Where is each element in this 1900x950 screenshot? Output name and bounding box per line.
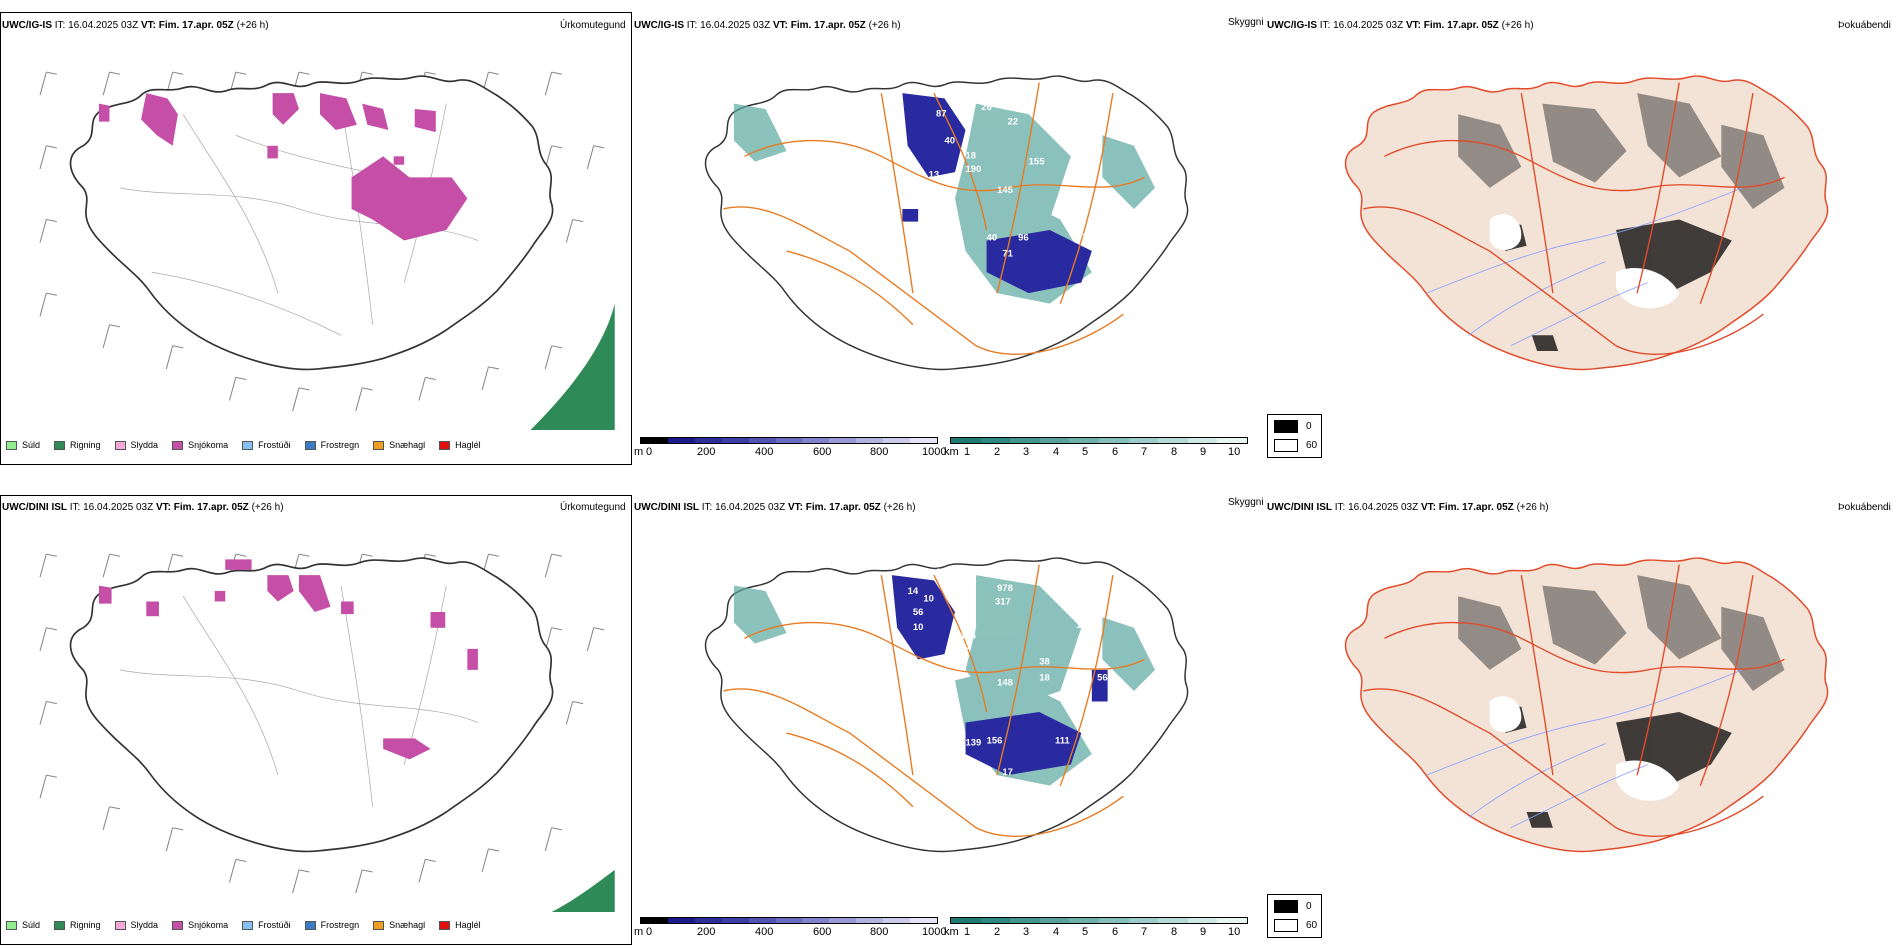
svg-text:56: 56 xyxy=(913,607,924,618)
panel-title-vis-1: UWC/DINI ISL IT: 16.04.2025 03Z VT: Fim.… xyxy=(634,502,916,513)
svg-text:97: 97 xyxy=(1076,233,1087,244)
fog-map-title-0: Þokuábendi xyxy=(1838,20,1891,31)
svg-text:305: 305 xyxy=(936,567,952,578)
fog-map-title-1: Þokuábendi xyxy=(1838,502,1891,513)
svg-text:148: 148 xyxy=(997,678,1013,689)
svg-text:190: 190 xyxy=(966,164,982,175)
legend-item-snow-pellets: Snæhagl xyxy=(373,440,425,450)
svg-text:148: 148 xyxy=(1066,583,1082,594)
panel-title-fog-1: UWC/DINI ISL IT: 16.04.2025 03Z VT: Fim.… xyxy=(1267,502,1549,513)
svg-text:13: 13 xyxy=(929,169,940,180)
legend-item-drizzle: Súld xyxy=(6,440,40,450)
svg-text:3: 3 xyxy=(966,641,971,652)
svg-text:13: 13 xyxy=(950,725,961,736)
visibility-ticks-0: km 1 2 3 4 5 6 7 8 9 10 xyxy=(944,446,1241,458)
svg-text:978: 978 xyxy=(997,583,1013,594)
ptype-map-title-0: Úrkomutegund xyxy=(560,20,626,31)
ptype-panel-1 xyxy=(0,495,632,945)
vis-map-0: 87 132 26 40 18 190 13 180 22 155 145 17… xyxy=(704,75,1189,371)
svg-text:96: 96 xyxy=(1018,233,1029,244)
svg-text:10: 10 xyxy=(923,593,934,604)
snow-areas xyxy=(98,93,468,241)
ptype-legend-0: Súld Rigning Slydda Snjókoma Frostúði Fr… xyxy=(6,440,495,450)
panel-title-vis-0: UWC/IG-IS IT: 16.04.2025 03Z VT: Fim. 17… xyxy=(634,20,901,31)
svg-text:87: 87 xyxy=(936,108,947,119)
panel-title-fog-0: UWC/IG-IS IT: 16.04.2025 03Z VT: Fim. 17… xyxy=(1267,20,1534,31)
visibility-ticks-1: km 1 2 3 4 5 6 7 8 9 10 xyxy=(944,926,1241,938)
svg-text:18: 18 xyxy=(966,150,977,161)
svg-text:22: 22 xyxy=(1008,117,1019,128)
svg-text:40: 40 xyxy=(944,136,955,147)
fog-legend-1: 0 60 xyxy=(1267,894,1322,938)
svg-text:180: 180 xyxy=(1044,101,1060,112)
legend-item-freezing-drizzle: Frostúði xyxy=(242,440,291,450)
ptype-legend-1: Súld Rigning Slydda Snjókoma Frostúði Fr… xyxy=(6,920,495,930)
svg-text:14: 14 xyxy=(908,586,919,597)
svg-text:132: 132 xyxy=(960,98,976,109)
legend-item-snow: Snjókoma xyxy=(172,440,228,450)
svg-text:56: 56 xyxy=(1097,672,1108,683)
svg-text:139: 139 xyxy=(966,738,982,749)
svg-text:10: 10 xyxy=(913,622,924,633)
svg-text:234: 234 xyxy=(950,580,967,591)
svg-text:156: 156 xyxy=(987,736,1003,747)
vis-map-1: 305 234 978 317 14 10 56 10 148 89 148 1… xyxy=(704,557,1189,853)
svg-text:106: 106 xyxy=(960,630,976,641)
panel-title-ptype-0: UWC/IG-IS IT: 16.04.2025 03Z VT: Fim. 17… xyxy=(2,20,269,31)
ptype-map-0 xyxy=(39,71,615,430)
ptype-panel-0 xyxy=(0,12,632,465)
svg-text:89: 89 xyxy=(1087,583,1098,594)
svg-text:40: 40 xyxy=(987,233,998,244)
legend-item-freezing-rain: Frostregn xyxy=(304,440,359,450)
panel-title-ptype-1: UWC/DINI ISL IT: 16.04.2025 03Z VT: Fim.… xyxy=(2,502,284,513)
legend-item-sleet: Slydda xyxy=(114,440,158,450)
svg-text:26: 26 xyxy=(981,102,992,113)
svg-text:9: 9 xyxy=(1092,217,1097,228)
fog-legend-0: 0 60 xyxy=(1267,414,1322,458)
ptype-map-title-1: Úrkomutegund xyxy=(560,502,626,513)
cloudbase-ticks-0: m 0 200 400 600 800 1000 xyxy=(634,446,947,458)
fog-map-0 xyxy=(1344,75,1829,371)
svg-text:18: 18 xyxy=(1039,672,1050,683)
legend-item-rain: Rigning xyxy=(54,440,101,450)
svg-text:145: 145 xyxy=(997,185,1013,196)
vis-map-title-1: Skyggni xyxy=(1228,497,1264,508)
cloudbase-colorbar-0 xyxy=(640,437,938,444)
svg-text:17: 17 xyxy=(1002,767,1013,778)
legend-item-hail: Haglél xyxy=(439,440,481,450)
svg-text:317: 317 xyxy=(995,597,1011,608)
visibility-colorbar-0 xyxy=(950,437,1248,444)
svg-text:130: 130 xyxy=(913,691,929,702)
vis-map-title-0: Skyggni xyxy=(1228,17,1264,28)
cloudbase-ticks-1: m 0 200 400 600 800 1000 xyxy=(634,926,947,938)
svg-text:71: 71 xyxy=(1002,248,1013,259)
svg-text:111: 111 xyxy=(1055,736,1070,747)
svg-text:38: 38 xyxy=(1039,657,1050,668)
fog-map-1 xyxy=(1344,557,1829,853)
ptype-map-1 xyxy=(39,553,615,912)
svg-text:148: 148 xyxy=(1076,620,1092,631)
svg-text:17: 17 xyxy=(1092,133,1103,144)
visibility-colorbar-1 xyxy=(950,917,1248,924)
svg-text:155: 155 xyxy=(1029,157,1045,168)
cloudbase-colorbar-1 xyxy=(640,917,938,924)
